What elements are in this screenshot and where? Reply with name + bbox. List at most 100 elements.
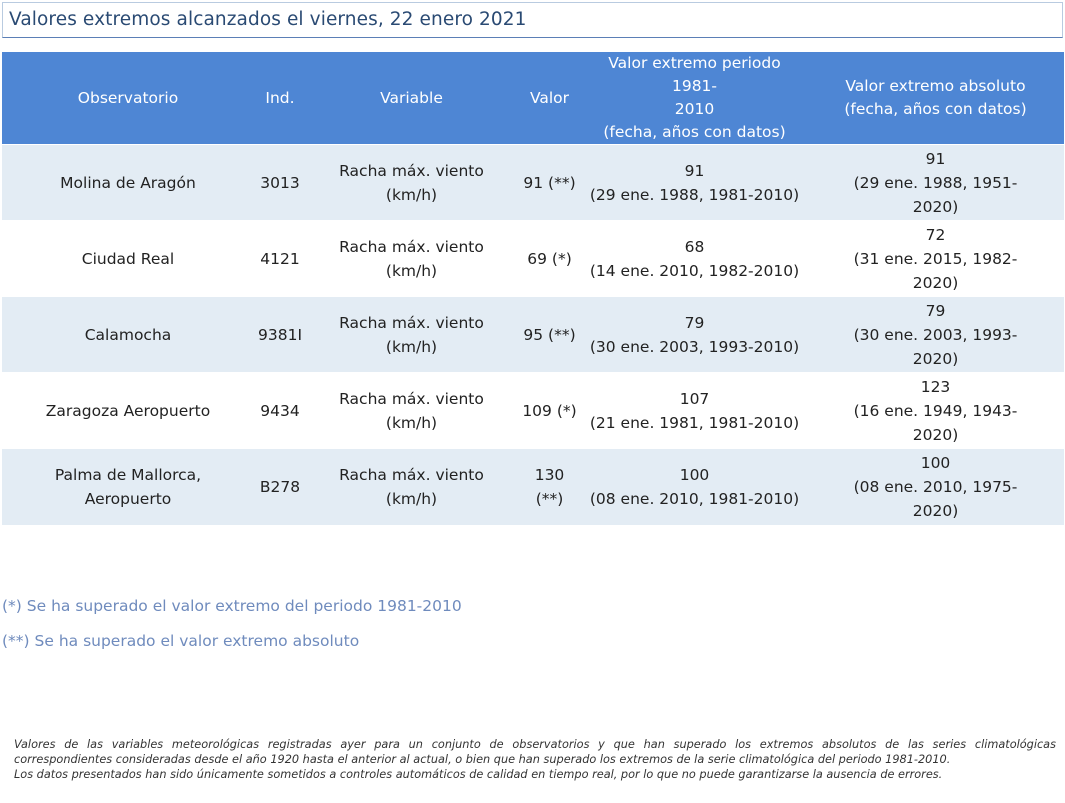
cell-line: (08 ene. 2010, 1975- — [853, 477, 1018, 496]
cell-line: 91 — [684, 161, 705, 180]
header-valor-extremo-absoluto: Valor extremo absoluto (fecha, años con … — [807, 52, 1064, 145]
cell-line: Zaragoza Aeropuerto — [45, 401, 211, 420]
cell-line: 79 — [684, 313, 705, 332]
header-periodo-line: (fecha, años con datos) — [603, 123, 786, 141]
cell-variable: Racha máx. viento (km/h) — [306, 144, 517, 221]
cell-ind: 9381I — [254, 296, 306, 373]
header-periodo-line: Valor extremo periodo 1981- — [608, 54, 781, 95]
header-periodo-line: 2010 — [674, 100, 715, 118]
table-row: Calamocha 9381I Racha máx. viento (km/h)… — [2, 296, 1064, 373]
cell-line: (08 ene. 2010, 1981-2010) — [589, 489, 800, 508]
cell-line: Racha máx. viento — [339, 313, 484, 332]
cell-periodo: 100 (08 ene. 2010, 1981-2010) — [582, 448, 807, 525]
cell-line: (km/h) — [385, 413, 438, 432]
cell-line: (30 ene. 2003, 1993- — [853, 325, 1018, 344]
cell-line: Ciudad Real — [81, 249, 175, 268]
extremes-table: Observatorio Ind. Variable Valor Valor e… — [2, 52, 1064, 525]
cell-absoluto: 123 (16 ene. 1949, 1943- 2020) — [807, 372, 1064, 449]
cell-variable: Racha máx. viento (km/h) — [306, 372, 517, 449]
cell-valor: 95 (**) — [517, 296, 582, 373]
page-title: Valores extremos alcanzados el viernes, … — [9, 9, 527, 30]
footer-line: Los datos presentados han sido únicament… — [14, 768, 943, 781]
cell-line: 100 — [679, 465, 710, 484]
cell-line: 91 (**) — [523, 173, 576, 192]
cell-periodo: 68 (14 ene. 2010, 1982-2010) — [582, 220, 807, 297]
cell-line: (29 ene. 1988, 1981-2010) — [589, 185, 800, 204]
cell-periodo: 79 (30 ene. 2003, 1993-2010) — [582, 296, 807, 373]
cell-line: 69 (*) — [527, 249, 572, 268]
cell-observatorio: Palma de Mallorca, Aeropuerto — [2, 448, 254, 525]
cell-line: Palma de Mallorca, — [54, 465, 202, 484]
cell-observatorio: Zaragoza Aeropuerto — [2, 372, 254, 449]
cell-observatorio: Ciudad Real — [2, 220, 254, 297]
cell-line: (21 ene. 1981, 1981-2010) — [589, 413, 800, 432]
cell-observatorio: Molina de Aragón — [2, 144, 254, 221]
cell-valor: 69 (*) — [517, 220, 582, 297]
footer-line: Valores de las variables meteorológicas … — [14, 738, 1056, 751]
cell-line: 91 — [925, 149, 946, 168]
cell-line: 109 (*) — [522, 401, 577, 420]
cell-periodo: 107 (21 ene. 1981, 1981-2010) — [582, 372, 807, 449]
header-absoluto-line: (fecha, años con datos) — [844, 100, 1027, 118]
cell-variable: Racha máx. viento (km/h) — [306, 220, 517, 297]
cell-line: 68 — [684, 237, 705, 256]
cell-line: (30 ene. 2003, 1993-2010) — [589, 337, 800, 356]
header-valor-extremo-periodo: Valor extremo periodo 1981- 2010 (fecha,… — [582, 52, 807, 145]
cell-line: 95 (**) — [523, 325, 576, 344]
cell-line: Racha máx. viento — [339, 389, 484, 408]
table-row: Zaragoza Aeropuerto 9434 Racha máx. vien… — [2, 372, 1064, 449]
cell-line: 2020) — [912, 197, 959, 216]
cell-observatorio: Calamocha — [2, 296, 254, 373]
cell-absoluto: 79 (30 ene. 2003, 1993- 2020) — [807, 296, 1064, 373]
cell-valor: 91 (**) — [517, 144, 582, 221]
cell-line: 100 — [920, 453, 951, 472]
cell-periodo: 91 (29 ene. 1988, 1981-2010) — [582, 144, 807, 221]
cell-line: (km/h) — [385, 337, 438, 356]
cell-absoluto: 91 (29 ene. 1988, 1951- 2020) — [807, 144, 1064, 221]
cell-line: Racha máx. viento — [339, 237, 484, 256]
cell-line: (km/h) — [385, 261, 438, 280]
cell-line: (km/h) — [385, 185, 438, 204]
header-observatorio: Observatorio — [2, 52, 254, 145]
table-row: Palma de Mallorca, Aeropuerto B278 Racha… — [2, 448, 1064, 525]
header-valor: Valor — [517, 52, 582, 145]
cell-line: 2020) — [912, 501, 959, 520]
cell-line: Aeropuerto — [84, 489, 172, 508]
cell-line: (14 ene. 2010, 1982-2010) — [589, 261, 800, 280]
cell-line: 2020) — [912, 349, 959, 368]
cell-ind: B278 — [254, 448, 306, 525]
cell-absoluto: 100 (08 ene. 2010, 1975- 2020) — [807, 448, 1064, 525]
cell-line: 79 — [925, 301, 946, 320]
footer-line: correspondientes consideradas desde el a… — [14, 753, 951, 766]
cell-variable: Racha máx. viento (km/h) — [306, 296, 517, 373]
cell-line: (**) — [535, 489, 564, 508]
header-absoluto-line: Valor extremo absoluto — [845, 77, 1026, 95]
cell-variable: Racha máx. viento (km/h) — [306, 448, 517, 525]
footer-disclaimer: Valores de las variables meteorológicas … — [14, 737, 1056, 782]
cell-ind: 9434 — [254, 372, 306, 449]
cell-line: 2020) — [912, 273, 959, 292]
header-ind: Ind. — [254, 52, 306, 145]
cell-line: 107 — [679, 389, 710, 408]
cell-line: (31 ene. 2015, 1982- — [853, 249, 1018, 268]
cell-line: (16 ene. 1949, 1943- — [853, 401, 1018, 420]
table-row: Ciudad Real 4121 Racha máx. viento (km/h… — [2, 220, 1064, 297]
cell-line: (29 ene. 1988, 1951- — [853, 173, 1018, 192]
cell-absoluto: 72 (31 ene. 2015, 1982- 2020) — [807, 220, 1064, 297]
cell-line: 130 — [534, 465, 565, 484]
cell-valor: 109 (*) — [517, 372, 582, 449]
table-row: Molina de Aragón 3013 Racha máx. viento … — [2, 144, 1064, 221]
cell-line: 123 — [920, 377, 951, 396]
cell-valor: 130 (**) — [517, 448, 582, 525]
cell-line: Calamocha — [84, 325, 172, 344]
title-bar: Valores extremos alcanzados el viernes, … — [2, 2, 1063, 38]
cell-line: Racha máx. viento — [339, 161, 484, 180]
cell-line: 72 — [925, 225, 946, 244]
cell-line: Racha máx. viento — [339, 465, 484, 484]
cell-line: Molina de Aragón — [60, 173, 196, 192]
cell-line: (km/h) — [385, 489, 438, 508]
table-header-row: Observatorio Ind. Variable Valor Valor e… — [2, 52, 1064, 145]
cell-ind: 3013 — [254, 144, 306, 221]
cell-ind: 4121 — [254, 220, 306, 297]
note-double-asterisk: (**) Se ha superado el valor extremo abs… — [2, 632, 360, 650]
